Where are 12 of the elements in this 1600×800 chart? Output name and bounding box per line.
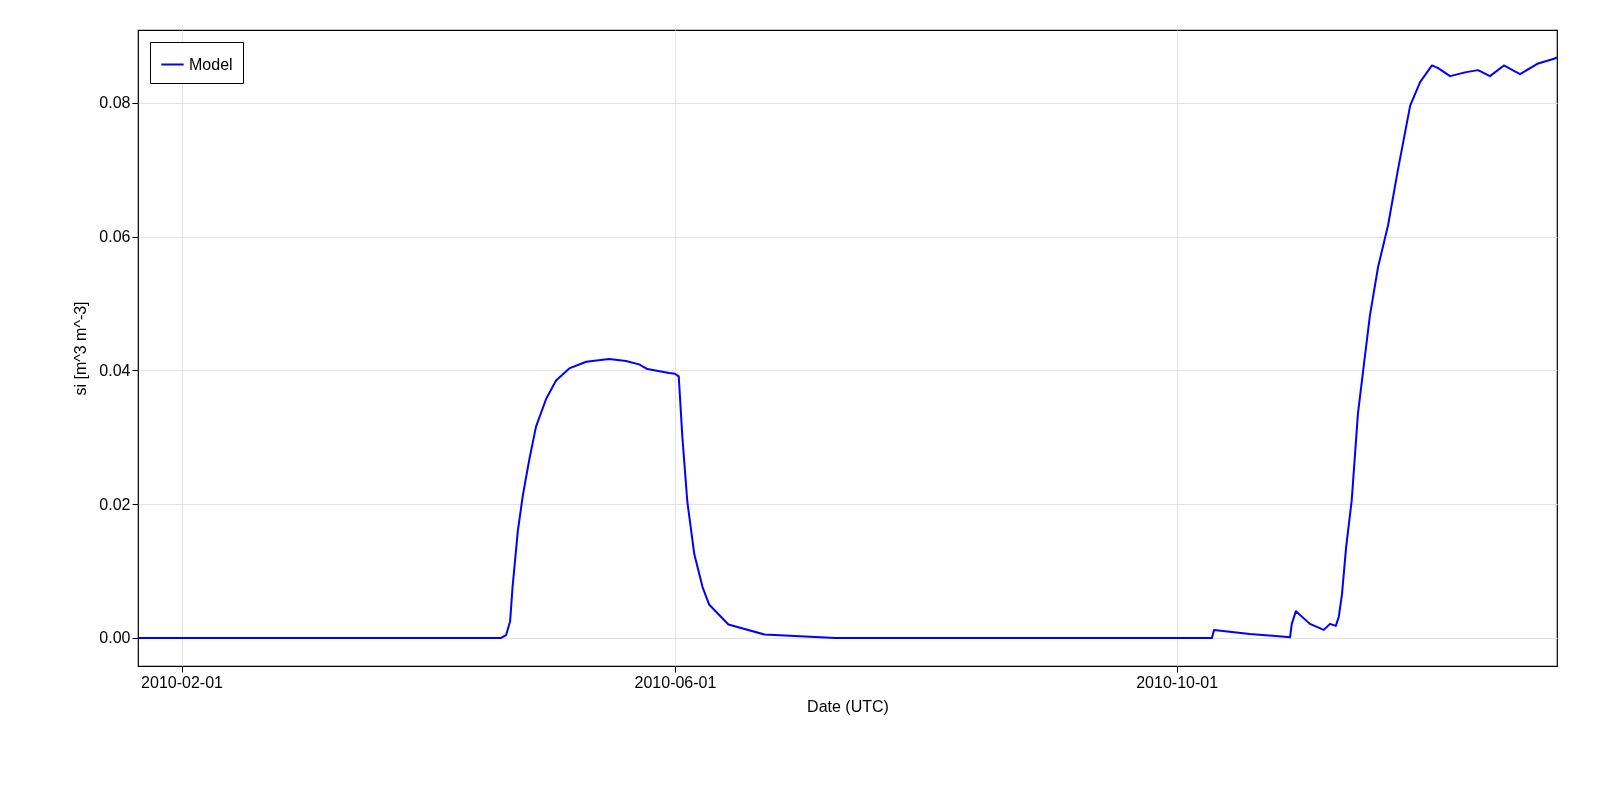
y-tick-label: 0.02 (99, 495, 131, 513)
legend-label: Model (189, 55, 233, 73)
x-tick-label: 2010-06-01 (634, 673, 717, 691)
x-tick-label: 2010-10-01 (1136, 673, 1219, 691)
y-tick-label: 0.04 (99, 361, 131, 379)
x-tick-label: 2010-02-01 (141, 673, 224, 691)
y-axis-title: si [m^3 m^-3] (72, 301, 90, 396)
y-tick-label: 0.00 (99, 629, 131, 647)
x-axis-title: Date (UTC) (807, 697, 889, 715)
y-tick-label: 0.08 (99, 94, 131, 112)
y-tick-label: 0.06 (99, 228, 131, 246)
line-series (138, 56, 1557, 639)
